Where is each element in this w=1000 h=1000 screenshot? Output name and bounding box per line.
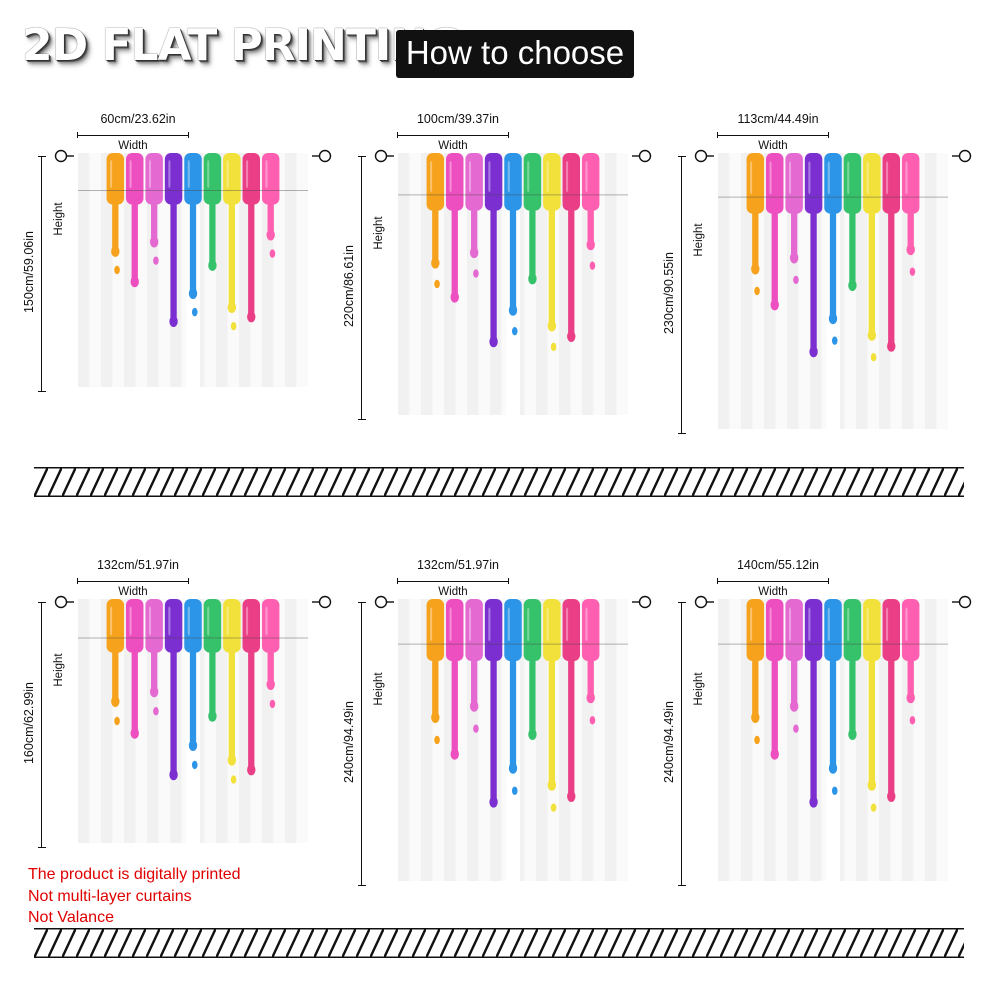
height-dimension: 150cm/59.06in [22,231,36,314]
height-dimension-line [678,156,686,434]
how-to-choose-badge: How to choose [396,30,634,78]
note-not-valance: Not Valance [28,909,114,926]
curtain-illustration [78,153,308,387]
height-dimension-line [678,602,686,886]
size-option-6: 140cm/55.12in Width 240cm/94.49in Height [654,558,974,886]
width-dimension-line [397,132,509,138]
size-option-1: 60cm/23.62in Width 150cm/59.06in Height [14,112,334,432]
height-dimension-line [358,602,366,886]
width-dimension-line [77,132,189,138]
height-label: Height [373,216,385,250]
curtain-ring-icon-right [952,595,972,609]
width-dimension: 140cm/55.12in [736,558,819,572]
curtain-illustration [398,599,628,881]
hatch-divider-top [34,467,964,497]
curtain-ring-icon-right [632,149,652,163]
width-dimension: 100cm/39.37in [416,112,499,126]
width-dimension: 60cm/23.62in [100,112,176,126]
curtain-illustration [718,153,948,429]
width-dimension: 132cm/51.97in [96,558,179,572]
height-label: Height [693,672,705,706]
height-dimension-line [38,602,46,848]
width-label: Width [118,586,148,598]
height-label: Height [693,223,705,257]
width-label: Width [758,140,788,152]
size-option-2: 100cm/39.37in Width 220cm/86.61in Height [334,112,654,432]
curtain-ring-icon-right [312,595,332,609]
curtain-ring-icon-right [632,595,652,609]
height-label: Height [53,202,65,236]
height-dimension: 240cm/94.49in [342,701,356,784]
height-label: Height [53,653,65,687]
width-label: Width [118,140,148,152]
height-dimension: 160cm/62.99in [22,682,36,765]
product-notes: The product is digitally printed Not mul… [28,864,241,929]
page-title: 2D FLAT PRINTING [22,20,462,71]
curtain-ring-icon-left [374,595,394,609]
curtain-ring-icon-right [312,149,332,163]
height-dimension: 220cm/86.61in [342,245,356,328]
hatch-divider-bottom [34,928,964,958]
height-dimension-line [38,156,46,392]
height-dimension: 240cm/94.49in [662,701,676,784]
curtain-ring-icon-left [54,595,74,609]
height-dimension-line [358,156,366,420]
note-digital-print: The product is digitally printed [28,866,241,883]
curtain-ring-icon-left [54,149,74,163]
note-not-multilayer: Not multi-layer curtains [28,887,192,905]
width-dimension-line [717,132,829,138]
width-dimension: 113cm/44.49in [737,112,819,126]
width-dimension: 132cm/51.97in [416,558,499,572]
width-dimension-line [77,578,189,584]
width-label: Width [438,586,468,598]
curtain-ring-icon-left [694,595,714,609]
size-option-4: 132cm/51.97in Width 160cm/62.99in Height [14,558,334,878]
curtain-illustration [78,599,308,843]
curtain-ring-icon-left [374,149,394,163]
size-option-3: 113cm/44.49in Width 230cm/90.55in Height [654,112,974,434]
width-dimension-line [397,578,509,584]
width-dimension-line [717,578,829,584]
size-option-5: 132cm/51.97in Width 240cm/94.49in Height [334,558,654,886]
height-label: Height [373,672,385,706]
curtain-illustration [718,599,948,881]
width-label: Width [438,140,468,152]
width-label: Width [758,586,788,598]
curtain-ring-icon-right [952,149,972,163]
curtain-illustration [398,153,628,415]
curtain-ring-icon-left [694,149,714,163]
height-dimension: 230cm/90.55in [662,252,676,335]
